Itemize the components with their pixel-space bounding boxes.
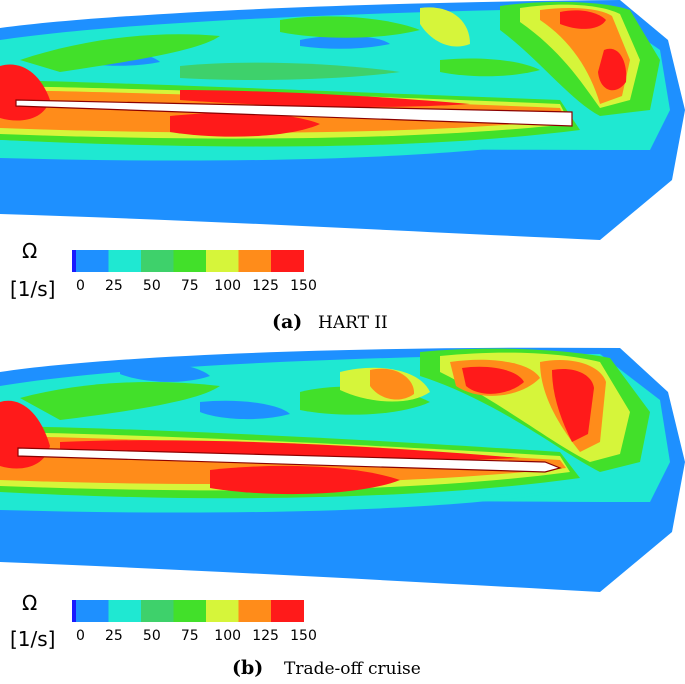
colorbar-tick-label: 75	[181, 628, 199, 644]
colorbar-band	[76, 600, 109, 622]
colorbar-b	[72, 600, 304, 622]
legend-symbol: Ω	[22, 239, 37, 263]
colorbar-band	[271, 250, 304, 272]
colorbar-legend-a: Ω [1/s] 0 25 50 75 100 125 150	[10, 239, 317, 301]
legend-symbol: Ω	[22, 591, 37, 615]
contour-field-b	[0, 347, 685, 592]
colorbar-band	[206, 250, 239, 272]
caption-text-b: Trade-off cruise	[284, 659, 421, 679]
caption-a: (a) HART II	[272, 311, 388, 333]
vorticity-contour-plot-b: Ω [1/s] 0 25 50 75 100 125 150 (b) Trade-off c…	[0, 347, 685, 679]
colorbar-band	[238, 250, 272, 272]
colorbar-tick-label: 150	[290, 278, 317, 294]
colorbar-tick-label: 125	[252, 278, 279, 294]
colorbar-band	[108, 600, 142, 622]
colorbar-tick-label: 25	[105, 628, 123, 644]
vorticity-contour-plot-a: Ω [1/s] 0 25 50 75 100 125 150 (a) HART II	[0, 0, 685, 333]
colorbar-tick-label: 100	[214, 278, 241, 294]
panel-hart-ii: Ω [1/s] 0 25 50 75 100 125 150 (a) HART II	[0, 0, 685, 340]
colorbar-tick-label: 125	[252, 628, 279, 644]
colorbar-legend-b: Ω [1/s] 0 25 50 75 100 125 150	[10, 591, 317, 651]
colorbar-band	[76, 250, 109, 272]
colorbar-band	[108, 250, 142, 272]
colorbar-ticks-a: 0 25 50 75 100 125 150	[76, 278, 317, 294]
colorbar-tick-label: 150	[290, 628, 317, 644]
colorbar-tick-label: 25	[105, 278, 123, 294]
caption-label-b: (b)	[232, 657, 263, 679]
colorbar-start-band	[72, 600, 76, 622]
caption-text-a: HART II	[318, 313, 388, 333]
colorbar-band	[173, 600, 207, 622]
colorbar-band	[173, 250, 207, 272]
blade-a	[15, 99, 573, 127]
colorbar-band	[141, 250, 174, 272]
blade-b	[17, 447, 562, 473]
colorbar-tick-label: 75	[181, 278, 199, 294]
contour-field-a	[0, 0, 685, 240]
colorbar-tick-label: 0	[76, 278, 85, 294]
colorbar-band	[206, 600, 239, 622]
colorbar-ticks-b: 0 25 50 75 100 125 150	[76, 628, 317, 644]
colorbar-tick-label: 50	[143, 278, 161, 294]
colorbar-band	[271, 600, 304, 622]
colorbar-tick-label: 50	[143, 628, 161, 644]
panel-trade-off-cruise: Ω [1/s] 0 25 50 75 100 125 150 (b) Trade-off c…	[0, 342, 685, 684]
colorbar-tick-label: 0	[76, 628, 85, 644]
colorbar-band	[141, 600, 174, 622]
caption-label-a: (a)	[272, 311, 302, 333]
legend-unit: [1/s]	[10, 277, 56, 301]
colorbar-tick-label: 100	[214, 628, 241, 644]
colorbar-start-band	[72, 250, 76, 272]
colorbar-band	[238, 600, 272, 622]
caption-b: (b) Trade-off cruise	[232, 657, 421, 679]
colorbar-a	[72, 250, 304, 272]
legend-unit: [1/s]	[10, 627, 56, 651]
